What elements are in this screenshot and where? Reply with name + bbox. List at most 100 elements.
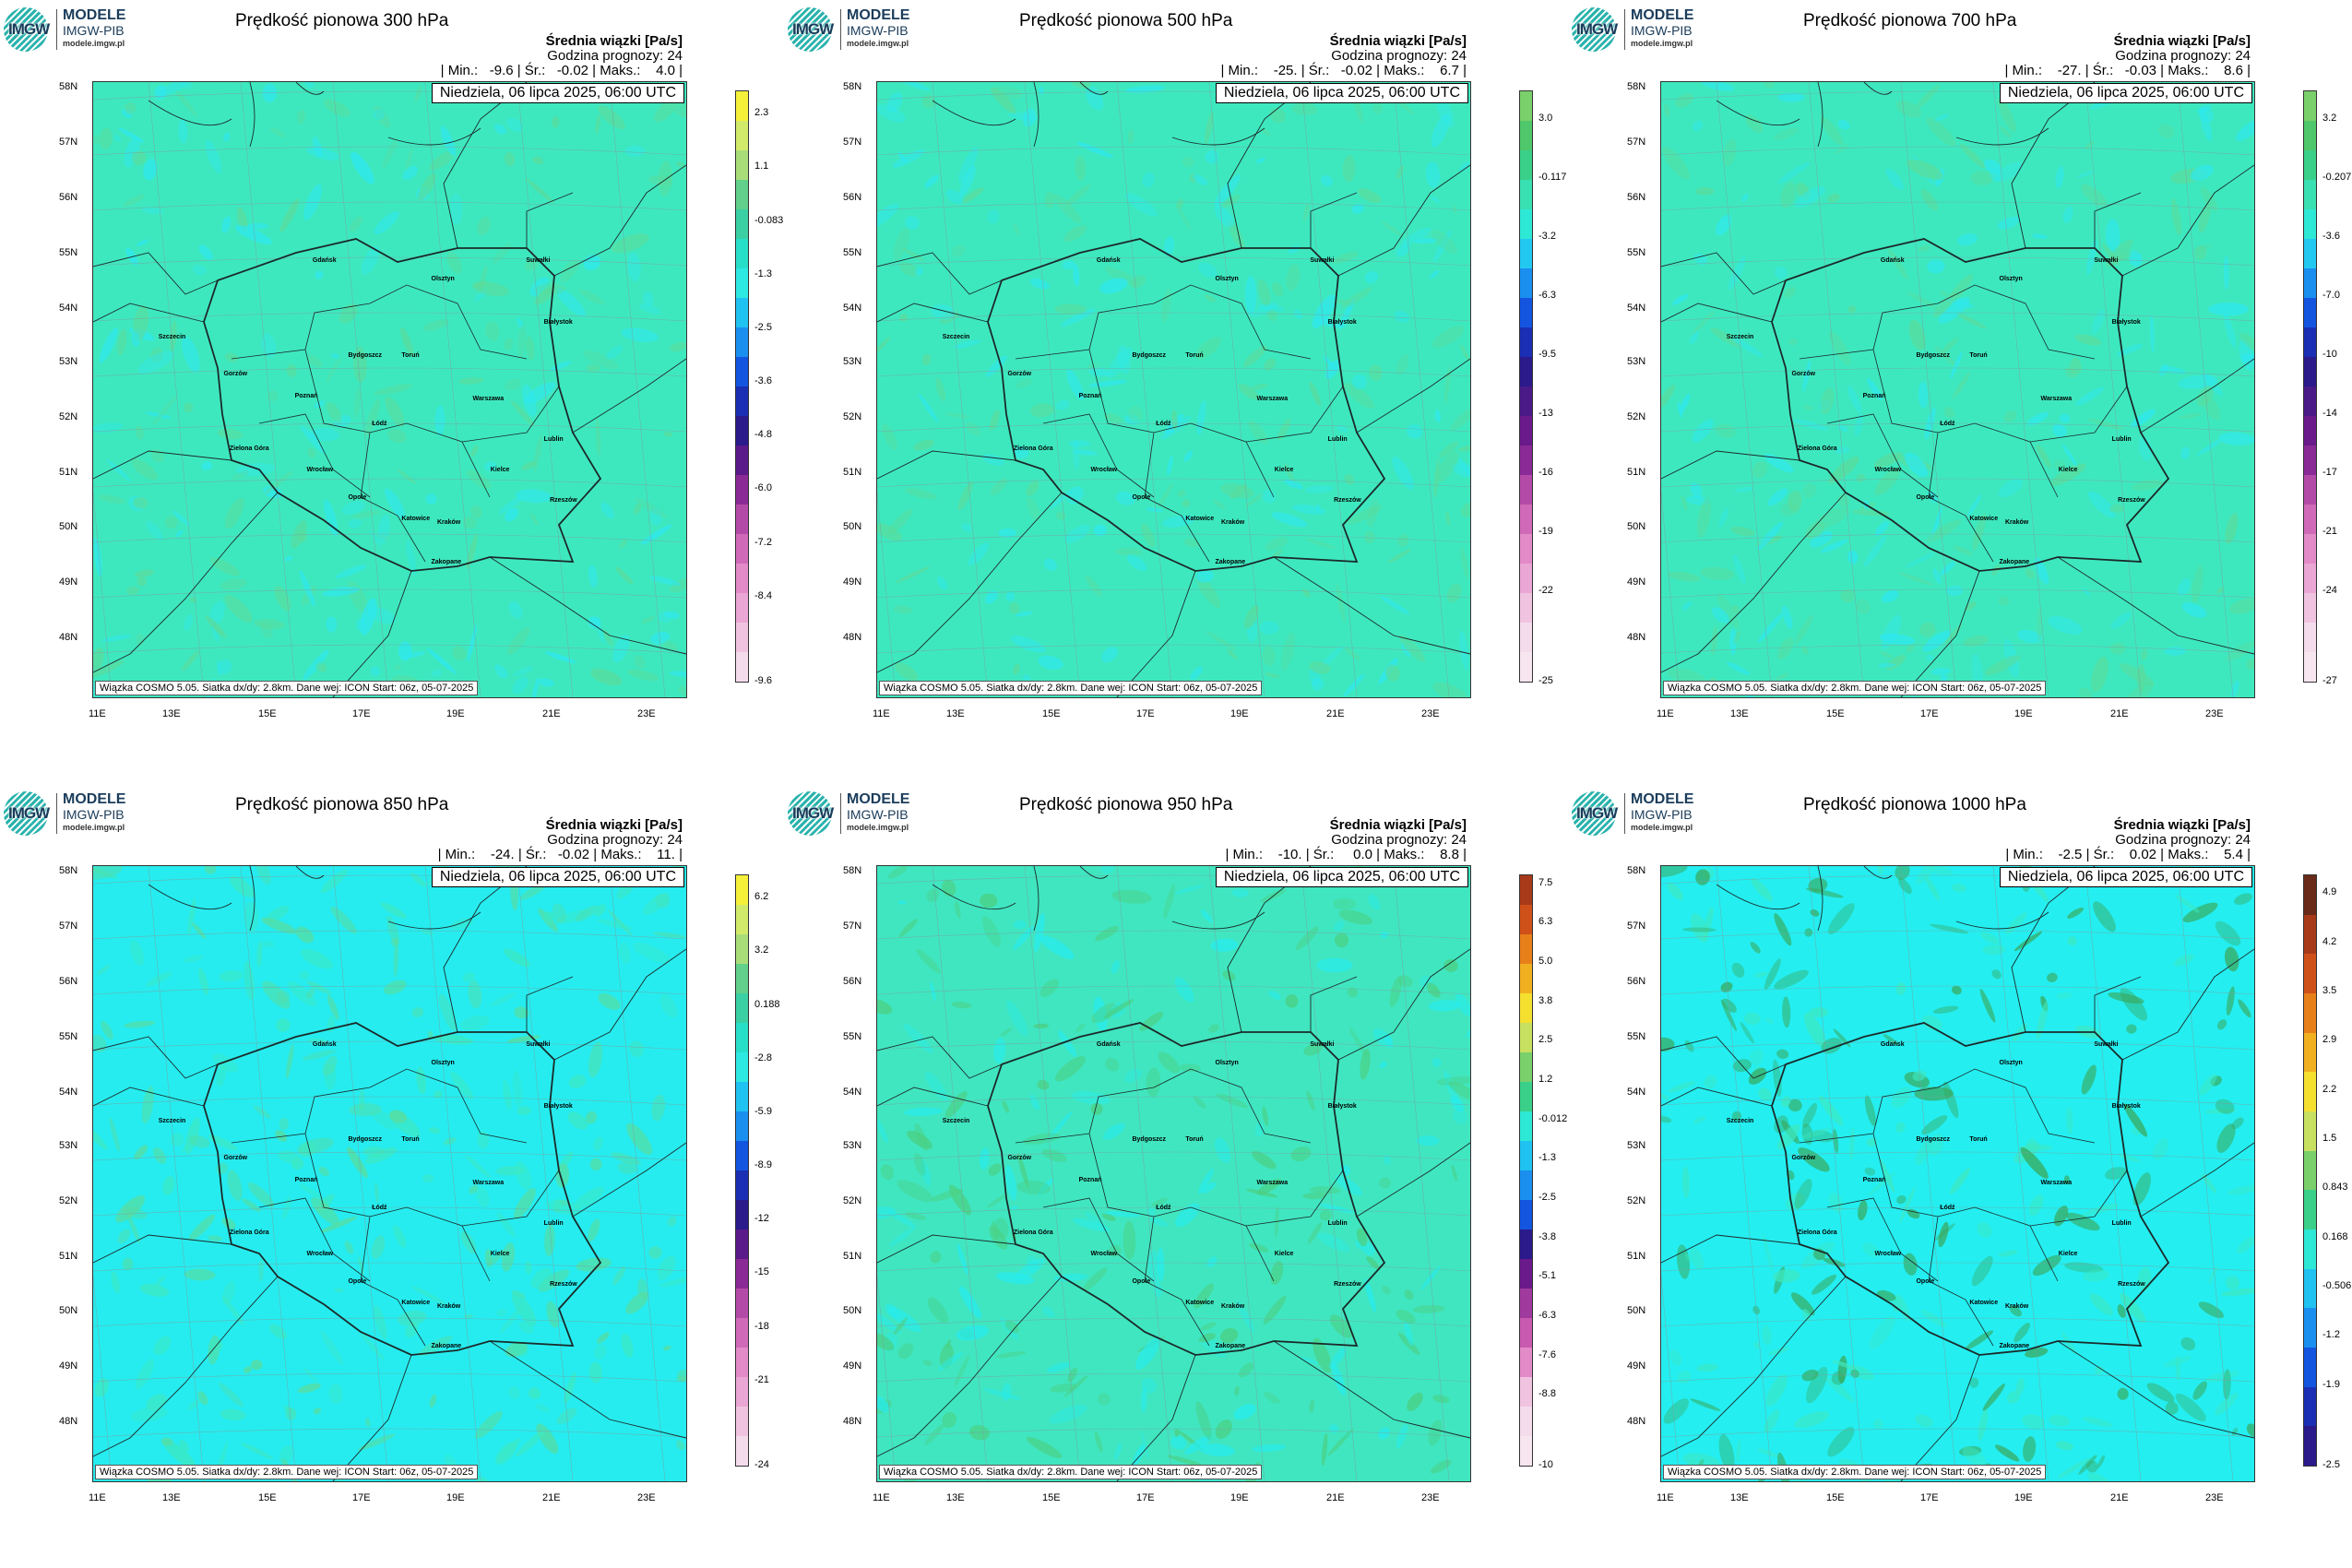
color-scale-label: -3.6 bbox=[2322, 231, 2340, 242]
logo-url: modele.imgw.pl bbox=[63, 823, 125, 832]
lat-label: 53N bbox=[59, 1140, 78, 1151]
city-label: Zakopane bbox=[431, 1342, 462, 1349]
city-label: Łódź bbox=[1156, 420, 1171, 427]
color-scale-label: -3.6 bbox=[754, 375, 772, 387]
city-label: Olsztyn bbox=[431, 276, 455, 283]
city-label: Kraków bbox=[2004, 518, 2029, 526]
color-scale-label: -4.8 bbox=[754, 429, 772, 441]
lon-label: 17E bbox=[1920, 1492, 1939, 1503]
color-scale-label: -7.6 bbox=[1538, 1348, 1556, 1360]
color-scale-label: 2.3 bbox=[754, 107, 769, 119]
lat-label: 55N bbox=[843, 247, 862, 258]
color-scale bbox=[735, 90, 749, 683]
logo-divider bbox=[1624, 793, 1625, 834]
city-label: Kraków bbox=[436, 518, 461, 526]
color-scale-label: -12 bbox=[754, 1213, 769, 1225]
lat-label: 48N bbox=[843, 1416, 862, 1427]
stat-header: Średnia wiązki [Pa/s] bbox=[1329, 33, 1467, 49]
city-label: Kielce bbox=[2058, 1250, 2078, 1257]
city-label: Suwałki bbox=[2094, 1041, 2119, 1049]
logo-title: MODELE bbox=[1631, 791, 1694, 807]
city-label: Zielona Góra bbox=[229, 445, 269, 452]
logo-letters: IMGW bbox=[1576, 804, 1618, 822]
lat-label: 49N bbox=[59, 1360, 78, 1372]
lat-label: 51N bbox=[59, 467, 78, 478]
color-scale-label: 2.9 bbox=[2322, 1034, 2337, 1046]
city-label: Olsztyn bbox=[1999, 276, 2023, 283]
city-label: Białystok bbox=[1327, 1102, 1357, 1110]
lon-label: 11E bbox=[1657, 708, 1674, 719]
city-label: Gorzów bbox=[223, 371, 248, 378]
lon-label: 11E bbox=[873, 1492, 890, 1503]
logo-letters: IMGW bbox=[8, 20, 50, 38]
color-scale-label: -10 bbox=[2322, 349, 2337, 360]
color-scale-label: -13 bbox=[1538, 408, 1553, 419]
color-scale-label: 3.5 bbox=[2322, 985, 2337, 996]
city-label: Zakopane bbox=[1999, 1342, 2030, 1349]
lat-label: 58N bbox=[843, 865, 862, 876]
city-label: Olsztyn bbox=[431, 1060, 455, 1067]
stats-line: | Min.: -10. | Śr.: 0.0 | Maks.: 8.8 | bbox=[1225, 847, 1467, 862]
city-label: Szczecin bbox=[158, 1118, 186, 1125]
map-field bbox=[1661, 82, 2254, 697]
city-label: Zielona Góra bbox=[1797, 1229, 1837, 1236]
forecast-hour: Godzina prognozy: 24 bbox=[547, 48, 683, 64]
lat-label: 52N bbox=[59, 411, 78, 422]
city-label: Kraków bbox=[436, 1302, 461, 1310]
color-scale-label: -16 bbox=[1538, 467, 1553, 478]
city-label: Zakopane bbox=[1215, 558, 1246, 565]
color-scale-label: -5.1 bbox=[1538, 1270, 1556, 1282]
stat-header: Średnia wiązki [Pa/s] bbox=[545, 817, 683, 833]
lon-label: 19E bbox=[1230, 708, 1249, 719]
lat-label: 56N bbox=[59, 192, 78, 203]
panel-title: Prędkość pionowa 1000 hPa bbox=[1803, 795, 2026, 814]
color-scale-label: -22 bbox=[1538, 585, 1553, 596]
lat-label: 54N bbox=[59, 303, 78, 314]
forecast-date: Niedziela, 06 lipca 2025, 06:00 UTC bbox=[1999, 867, 2252, 887]
lon-label: 23E bbox=[1421, 1492, 1440, 1503]
city-label: Warszawa bbox=[1256, 396, 1289, 403]
lat-label: 55N bbox=[59, 247, 78, 258]
color-scale-label: -6.0 bbox=[754, 482, 772, 494]
lon-label: 17E bbox=[1920, 708, 1939, 719]
logo-title: MODELE bbox=[847, 791, 910, 807]
map-field bbox=[93, 866, 686, 1481]
city-label: Kielce bbox=[490, 1250, 510, 1257]
lon-label: 19E bbox=[1230, 1492, 1249, 1503]
city-label: Łódź bbox=[372, 1204, 387, 1211]
color-scale-label: 0.168 bbox=[2322, 1230, 2348, 1242]
lon-label: 17E bbox=[352, 708, 371, 719]
logo-url: modele.imgw.pl bbox=[847, 39, 909, 48]
city-label: Kraków bbox=[1220, 518, 1245, 526]
lon-label: 21E bbox=[542, 1492, 561, 1503]
color-scale-label: -8.9 bbox=[754, 1159, 772, 1171]
lon-label: 13E bbox=[946, 708, 965, 719]
lon-label: 23E bbox=[637, 1492, 656, 1503]
city-label: Gdańsk bbox=[1096, 257, 1121, 265]
city-label: Gorzów bbox=[223, 1155, 248, 1162]
color-scale-label: -18 bbox=[754, 1320, 769, 1332]
color-scale-label: 1.1 bbox=[754, 160, 769, 172]
city-label: Białystok bbox=[2111, 318, 2141, 326]
lat-label: 55N bbox=[1627, 247, 1646, 258]
logo-url: modele.imgw.pl bbox=[1631, 39, 1693, 48]
panel-title: Prędkość pionowa 700 hPa bbox=[1803, 11, 2017, 30]
city-label: Toruń bbox=[1969, 352, 1988, 360]
city-label: Szczecin bbox=[942, 334, 970, 341]
logo-url: modele.imgw.pl bbox=[1631, 823, 1693, 832]
color-scale-label: 4.2 bbox=[2322, 935, 2337, 947]
stat-header: Średnia wiązki [Pa/s] bbox=[545, 33, 683, 49]
lat-label: 51N bbox=[1627, 1251, 1646, 1262]
lat-label: 50N bbox=[1627, 521, 1646, 532]
forecast-map: Niedziela, 06 lipca 2025, 06:00 UTC Wiązk… bbox=[876, 81, 1471, 698]
city-label: Lublin bbox=[1327, 435, 1348, 443]
logo-emblem: IMGW bbox=[1572, 791, 1618, 836]
panel-title: Prędkość pionowa 950 hPa bbox=[1019, 795, 1233, 814]
stat-header: Średnia wiązki [Pa/s] bbox=[1329, 817, 1467, 833]
lat-label: 51N bbox=[843, 467, 862, 478]
logo-divider bbox=[56, 793, 57, 834]
lat-label: 58N bbox=[59, 81, 78, 92]
color-scale-label: -0.083 bbox=[754, 214, 784, 226]
lat-label: 50N bbox=[843, 1305, 862, 1316]
forecast-panel: IMGW MODELE IMGW-PIB modele.imgw.pl Prędkość… bbox=[1568, 784, 2352, 1568]
